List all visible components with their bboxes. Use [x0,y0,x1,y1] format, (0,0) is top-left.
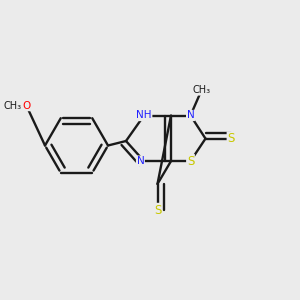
Text: O: O [22,100,31,111]
Text: N: N [136,156,144,166]
Text: S: S [227,132,235,145]
Text: S: S [154,203,161,217]
Text: CH₃: CH₃ [193,85,211,95]
Text: NH: NH [136,110,152,121]
Text: N: N [187,110,194,121]
Text: S: S [187,154,194,168]
Text: CH₃: CH₃ [4,100,22,111]
